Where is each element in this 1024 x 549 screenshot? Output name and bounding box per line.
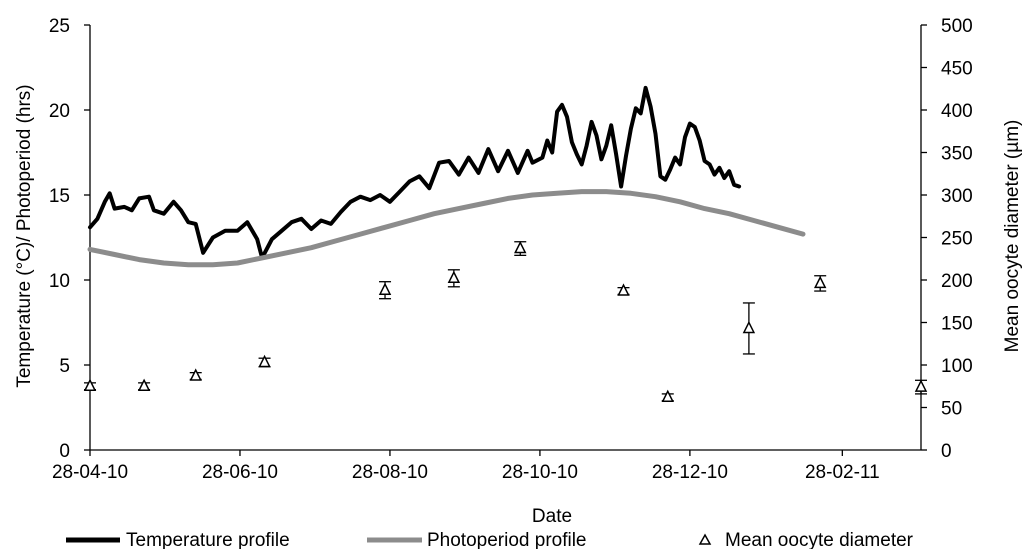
x-tick-label: 28-02-11 <box>805 462 880 483</box>
y-axis-left-title: Temperature (°C)/ Photoperiod (hrs) <box>14 84 35 387</box>
oocyte-point <box>447 270 461 284</box>
oocyte-point <box>83 378 97 391</box>
y-left-tick-label: 15 <box>49 186 70 207</box>
y-right-tick-label: 100 <box>941 356 973 377</box>
oocyte-point <box>514 240 527 254</box>
oocyte-point <box>617 283 630 296</box>
y-left-tick-label: 25 <box>49 16 70 37</box>
oocyte-point <box>137 378 151 391</box>
axes-layer: 0510152025050100150200250300350400450500… <box>49 16 973 483</box>
oocyte-point <box>378 282 392 295</box>
y-right-tick-label: 250 <box>941 229 973 250</box>
photoperiod-line <box>87 189 806 268</box>
y-left-tick-label: 5 <box>59 356 70 377</box>
temperature-line <box>88 85 742 260</box>
y-right-tick-label: 150 <box>941 314 973 335</box>
oocyte-point <box>813 275 827 289</box>
x-tick-label: 28-04-10 <box>52 462 128 483</box>
y-right-tick-label: 50 <box>941 399 962 420</box>
oocyte-point <box>258 354 271 368</box>
legend-oocyte-label: Mean oocyte diameter <box>725 530 914 549</box>
oocyte-point <box>661 389 674 403</box>
y-axis-right-title: Mean oocyte diameter (µm) <box>1002 120 1023 353</box>
x-axis-title: Date <box>532 506 572 527</box>
x-tick-label: 28-06-10 <box>202 462 278 483</box>
x-tick-label: 28-12-10 <box>652 462 728 483</box>
y-left-tick-label: 0 <box>59 441 70 462</box>
series-layer <box>83 85 928 403</box>
y-right-tick-label: 400 <box>941 101 973 122</box>
oocyte-point <box>914 379 928 392</box>
legend-temperature-label: Temperature profile <box>126 530 290 549</box>
y-left-tick-label: 20 <box>49 101 70 122</box>
x-tick-label: 28-08-10 <box>352 462 428 483</box>
oocyte-point <box>189 368 202 381</box>
y-right-tick-label: 450 <box>941 59 973 80</box>
y-right-tick-label: 300 <box>941 186 973 207</box>
x-tick-label: 28-10-10 <box>502 462 578 483</box>
y-right-tick-label: 0 <box>941 441 952 462</box>
y-right-tick-label: 500 <box>941 16 973 37</box>
y-left-tick-label: 10 <box>49 271 70 292</box>
oocyte-point <box>742 320 756 334</box>
labels-layer: Date Temperature (°C)/ Photoperiod (hrs)… <box>14 84 1023 527</box>
y-right-tick-label: 350 <box>941 144 973 165</box>
y-right-tick-label: 200 <box>941 271 973 292</box>
legend: Temperature profile Photoperiod profile … <box>66 530 914 549</box>
legend-photoperiod-label: Photoperiod profile <box>427 530 587 549</box>
legend-oocyte-marker <box>698 533 712 545</box>
